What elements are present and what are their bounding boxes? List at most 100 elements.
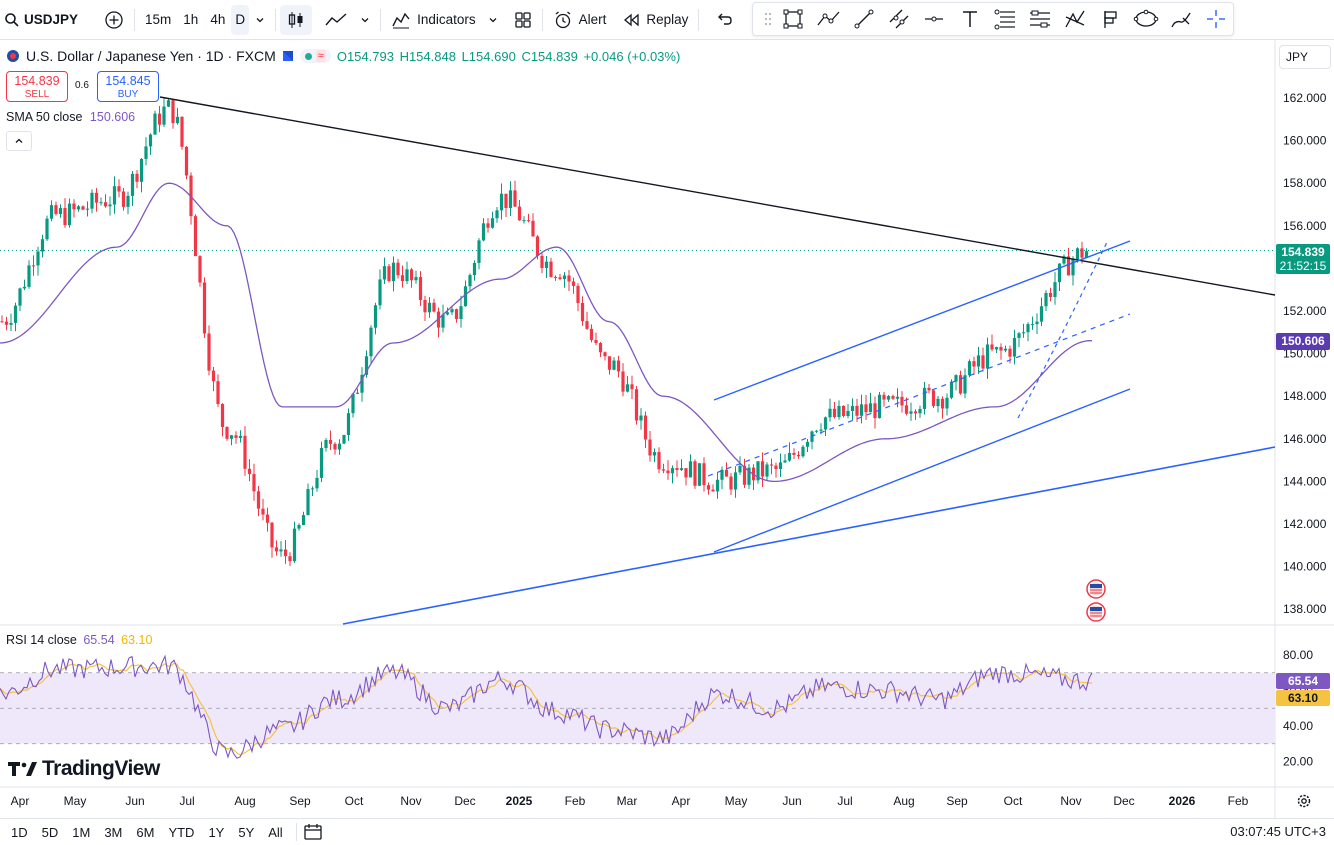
candle-body: [625, 384, 630, 392]
candle-body: [679, 468, 684, 470]
range-3m[interactable]: 3M: [104, 824, 123, 840]
indicators-button[interactable]: Indicators: [385, 5, 482, 35]
drag-dots-icon: [764, 12, 771, 26]
horizontal-line-tool[interactable]: [918, 4, 951, 34]
sma-legend[interactable]: SMA 50 close 150.606: [6, 110, 135, 124]
economic-event-icon[interactable]: [1086, 579, 1106, 599]
candle-body: [18, 288, 22, 306]
market-status[interactable]: ≈: [299, 49, 331, 63]
goto-date-button[interactable]: [303, 823, 323, 841]
candle-body: [504, 193, 508, 208]
range-1y[interactable]: 1Y: [208, 824, 225, 840]
interval-4h[interactable]: 4h: [210, 12, 226, 27]
drag-handle[interactable]: [761, 4, 775, 34]
range-buttons: 1D 5D 1M 3M 6M YTD 1Y 5Y All: [0, 823, 323, 841]
indicators-dropdown[interactable]: [482, 5, 504, 35]
shape-tool[interactable]: [1129, 4, 1162, 34]
crosshair-tool[interactable]: [1200, 4, 1233, 34]
candle-body: [742, 465, 747, 485]
sell-button[interactable]: 154.839 SELL: [6, 71, 68, 102]
range-ytd[interactable]: YTD: [168, 824, 195, 840]
descending-trendline[interactable]: [159, 96, 1276, 296]
alert-button[interactable]: Alert: [547, 5, 613, 35]
compare-button[interactable]: [98, 5, 130, 35]
parallel-channel-tool[interactable]: [882, 4, 915, 34]
chart-type-candles[interactable]: [280, 4, 313, 35]
rsi-legend[interactable]: RSI 14 close 65.54 63.10: [6, 633, 152, 647]
candle-body: [499, 193, 504, 211]
price-axis-label: 148.000: [1283, 389, 1327, 403]
time-axis-label: Jul: [179, 794, 194, 808]
fib-retracement-tool[interactable]: [988, 4, 1021, 34]
event-markers[interactable]: [1086, 579, 1106, 622]
candle-body: [139, 158, 144, 182]
candle-body: [400, 275, 405, 282]
chart-type-dropdown[interactable]: [354, 5, 376, 35]
candle-body: [859, 404, 864, 416]
currency-selector[interactable]: JPY: [1279, 45, 1331, 69]
clock-timezone[interactable]: 03:07:45 UTC+3: [1230, 824, 1326, 839]
long-position-tool[interactable]: [1094, 4, 1127, 34]
candle-body: [315, 477, 319, 489]
candle-body: [634, 389, 639, 421]
sell-price: 154.839: [14, 74, 60, 88]
candle-body: [765, 464, 769, 477]
candle-body: [706, 485, 711, 490]
candle-body: [360, 374, 364, 393]
parallel-channel-icon: [889, 9, 909, 29]
interval-dropdown[interactable]: [249, 5, 271, 35]
range-5d[interactable]: 5D: [41, 824, 59, 840]
high-value: H154.848: [399, 48, 456, 64]
candle-body: [1030, 324, 1035, 326]
channel-lower-line[interactable]: [713, 388, 1131, 553]
economic-event-icon[interactable]: [1086, 602, 1106, 622]
channel-mid-line[interactable]: [707, 313, 1131, 477]
replay-button[interactable]: Replay: [616, 5, 694, 35]
rectangle-tool[interactable]: [777, 4, 810, 34]
interval-1h[interactable]: 1h: [183, 12, 199, 27]
trendlines[interactable]: [159, 96, 1276, 625]
price-axis-label: 162.000: [1283, 91, 1327, 105]
candle-body: [31, 265, 36, 267]
collapse-legend-button[interactable]: [6, 131, 32, 151]
path-tool[interactable]: [812, 4, 845, 34]
candle-body: [711, 489, 715, 492]
channel-upper-line[interactable]: [713, 240, 1131, 401]
indicators-icon: [392, 12, 410, 28]
buy-button[interactable]: 154.845 BUY: [97, 71, 159, 102]
range-1m[interactable]: 1M: [72, 824, 91, 840]
brush-tool[interactable]: [1164, 4, 1197, 34]
rsi-line: [0, 654, 1093, 759]
candle-body: [351, 393, 355, 414]
forecast-tool[interactable]: [1023, 4, 1056, 34]
undo-button[interactable]: [709, 5, 739, 35]
range-all[interactable]: All: [268, 824, 283, 840]
range-6m[interactable]: 6M: [136, 824, 155, 840]
range-5y[interactable]: 5Y: [238, 824, 255, 840]
candle-body: [409, 269, 414, 281]
tradingview-logo[interactable]: TradingView: [8, 757, 160, 781]
pattern-tool[interactable]: [1059, 4, 1092, 34]
alarm-clock-icon: [555, 10, 571, 28]
chart-settings-button[interactable]: [1296, 793, 1312, 812]
candle-body: [463, 286, 468, 307]
candle-body: [801, 446, 805, 457]
forecast-icon: [1030, 10, 1051, 28]
candle-body: [783, 460, 787, 463]
price-axis-label: 138.000: [1283, 602, 1327, 616]
interval-15m[interactable]: 15m: [145, 12, 172, 27]
chart-type-line[interactable]: [318, 5, 354, 35]
text-tool[interactable]: [953, 4, 986, 34]
layouts-button[interactable]: [508, 5, 538, 35]
symbol-search[interactable]: USDJPY: [0, 5, 84, 35]
long-support-trendline[interactable]: [342, 446, 1276, 625]
bookmark-icon[interactable]: [282, 50, 294, 62]
candle-body: [639, 415, 643, 421]
line-chart-icon: [325, 12, 347, 25]
time-axis-label: Apr: [672, 794, 691, 808]
trendline-tool[interactable]: [847, 4, 880, 34]
interval-d[interactable]: D: [231, 4, 250, 35]
range-1d[interactable]: 1D: [11, 824, 28, 840]
candle-body: [202, 282, 207, 334]
